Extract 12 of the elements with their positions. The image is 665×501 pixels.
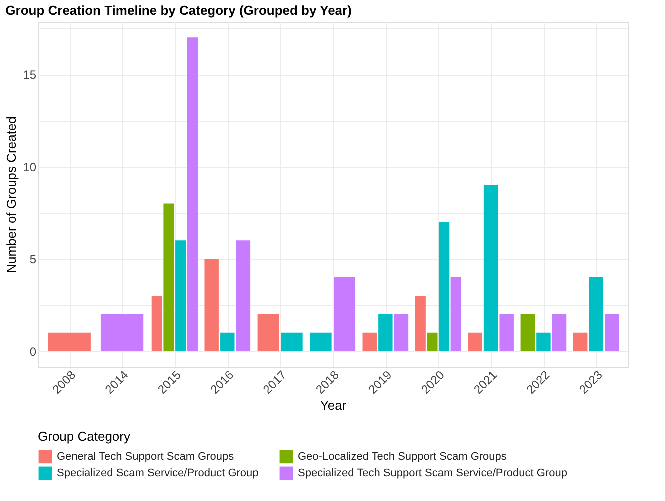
y-axis-title: Number of Groups Created bbox=[4, 116, 20, 274]
legend-label: General Tech Support Scam Groups bbox=[57, 450, 235, 463]
legend-label: Specialized Tech Support Scam Service/Product Group bbox=[298, 468, 568, 480]
y-tick-label: 15 bbox=[23, 68, 37, 82]
y-tick-label: 5 bbox=[30, 252, 37, 267]
x-axis-title: Year bbox=[320, 398, 348, 414]
legend-label: Geo-Localized Tech Support Scam Groups bbox=[298, 450, 508, 463]
y-tick-label: 10 bbox=[23, 160, 37, 174]
legend-title: Group Category bbox=[38, 429, 131, 444]
legend-label: Specialized Scam Service/Product Group bbox=[57, 468, 259, 480]
y-tick-label: 0 bbox=[30, 344, 37, 359]
chart-title: Group Creation Timeline by Category (Grouped by Year) bbox=[6, 3, 352, 18]
